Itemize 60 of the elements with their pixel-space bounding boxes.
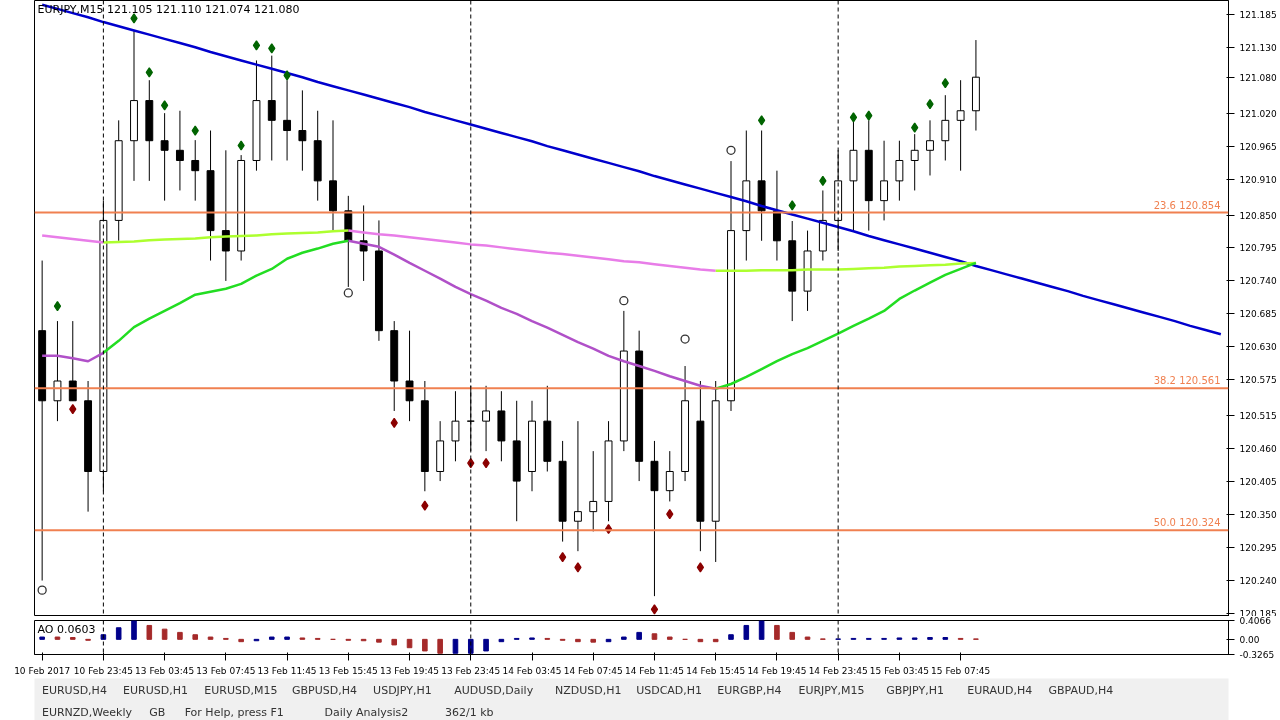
y-tick-label: 120.240 — [1239, 576, 1277, 587]
text: USDCAD,H1 — [636, 684, 703, 697]
x-tick-label: 15 Feb 07:45 — [931, 665, 991, 676]
x-tick-label: 13 Feb 23:45 — [441, 665, 501, 676]
text: GB — [149, 706, 166, 719]
ref-line-label: 38.2 120.561 — [1153, 375, 1221, 387]
y-tick-label: 120.965 — [1239, 141, 1277, 152]
text: GBPJPY,H1 — [886, 684, 944, 697]
x-tick-label: 10 Feb 23:45 — [73, 665, 133, 676]
x-tick-label: 15 Feb 03:45 — [869, 665, 929, 676]
x-tick-label: 13 Feb 07:45 — [196, 665, 256, 676]
y-tick-label: 120.405 — [1239, 477, 1277, 488]
x-tick-label: 10 Feb 2017 — [14, 665, 71, 676]
y-tick-label: 120.910 — [1239, 174, 1277, 185]
y-tick-label: 120.795 — [1239, 243, 1277, 254]
x-tick-label: 13 Feb 11:45 — [257, 665, 317, 676]
chart-title: AO 0.0603 — [37, 622, 96, 636]
text: NZDUSD,H1 — [555, 684, 622, 697]
text: EURUSD,M15 — [204, 684, 278, 697]
x-tick-label: 14 Feb 19:45 — [747, 665, 807, 676]
text: 362/1 kb — [444, 706, 494, 719]
y-tick-label: 120.350 — [1239, 510, 1277, 521]
y-tick-label: 121.130 — [1239, 42, 1277, 53]
text: EURNZD,Weekly — [41, 706, 133, 719]
ref-line-label: 23.6 120.854 — [1153, 199, 1221, 211]
text: EURGBP,H4 — [717, 684, 782, 697]
y-tick-label: 120.185 — [1239, 608, 1277, 619]
text: AUDUSD,Daily — [454, 684, 534, 697]
x-tick-label: 13 Feb 19:45 — [380, 665, 440, 676]
x-tick-label: 14 Feb 15:45 — [686, 665, 746, 676]
y-tick-label: 120.740 — [1239, 276, 1277, 287]
y-tick-label: 120.575 — [1239, 375, 1277, 386]
y-tick-label: 121.080 — [1239, 72, 1277, 83]
x-tick-label: 13 Feb 03:45 — [135, 665, 195, 676]
y-tick-label: 121.185 — [1239, 9, 1277, 20]
text: EURAUD,H4 — [967, 684, 1033, 697]
y-tick-label: 120.295 — [1239, 543, 1277, 554]
x-tick-label: 14 Feb 07:45 — [563, 665, 623, 676]
y-tick-label: 120.685 — [1239, 309, 1277, 320]
y-tick-label: 120.460 — [1239, 444, 1277, 455]
text: USDJPY,H1 — [373, 684, 432, 697]
y-tick-label: 0.4066 — [1239, 616, 1272, 626]
text: EURUSD,H4 — [41, 684, 107, 697]
text: GBPUSD,H4 — [291, 684, 357, 697]
text: For Help, press F1 — [184, 706, 284, 719]
x-tick-label: 14 Feb 23:45 — [808, 665, 868, 676]
y-tick-label: 120.515 — [1239, 411, 1277, 422]
x-tick-label: 13 Feb 15:45 — [318, 665, 378, 676]
y-tick-label: 120.850 — [1239, 210, 1277, 221]
ref-line-label: 50.0 120.324 — [1153, 517, 1221, 529]
text: Daily Analysis2 — [324, 706, 409, 719]
y-tick-label: 120.630 — [1239, 342, 1277, 353]
x-tick-label: 14 Feb 11:45 — [624, 665, 684, 676]
y-tick-label: 0.00 — [1239, 634, 1260, 645]
text: EURJPY,M15 — [798, 684, 865, 697]
text: EURUSD,H1 — [123, 684, 189, 697]
y-tick-label: 121.020 — [1239, 108, 1277, 119]
x-tick-label: 14 Feb 03:45 — [502, 665, 562, 676]
text: GBPAUD,H4 — [1048, 684, 1114, 697]
y-tick-label: -0.3265 — [1239, 650, 1275, 660]
